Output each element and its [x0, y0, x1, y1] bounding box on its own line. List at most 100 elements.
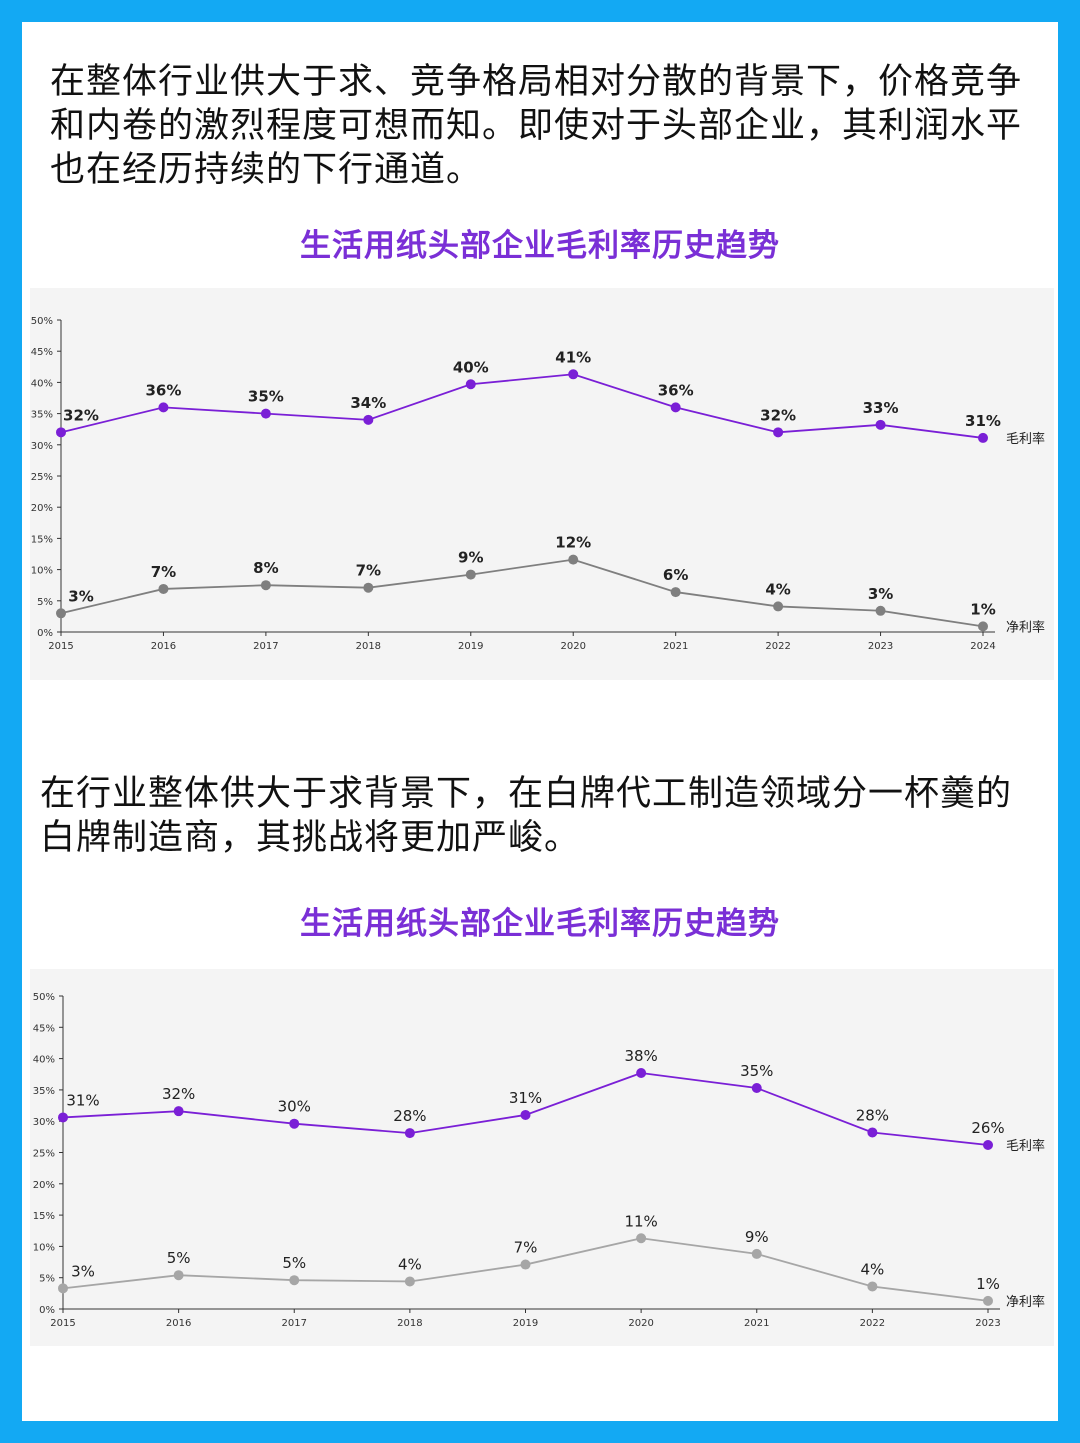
gross-margin-point: [520, 1109, 531, 1120]
gross-margin-point: [670, 402, 681, 413]
gross-margin-data-label: 31%: [965, 412, 1001, 430]
x-tick-label: 2018: [397, 1318, 422, 1329]
gross-margin-point: [465, 379, 476, 390]
y-tick-label: 40%: [31, 378, 53, 389]
gross-margin-data-label: 32%: [162, 1085, 195, 1103]
gross-margin-data-label: 30%: [278, 1098, 311, 1116]
x-tick-label: 2023: [975, 1318, 1000, 1329]
net-margin-point: [58, 1283, 68, 1294]
gross-margin-point: [568, 369, 579, 380]
chart-1-title: 生活用纸头部企业毛利率历史趋势: [300, 228, 780, 264]
gross-margin-data-label: 38%: [624, 1047, 657, 1065]
y-tick-label: 20%: [31, 503, 53, 514]
gross-margin-legend-label: 毛利率: [1006, 431, 1045, 447]
y-tick-label: 5%: [39, 1274, 55, 1285]
y-tick-label: 10%: [31, 566, 53, 577]
gross-margin-legend-label: 毛利率: [1006, 1138, 1045, 1154]
net-margin-point: [520, 1259, 531, 1270]
net-margin-point: [56, 608, 66, 619]
gross-margin-point: [173, 1106, 184, 1117]
net-margin-point: [773, 601, 784, 612]
chart-2: 0% 5% 10% 15% 20% 25% 30% 35% 40% 45% 50% 2015 2016 2…: [30, 969, 1054, 1346]
gross-margin-point: [978, 432, 988, 443]
net-margin-data-label: 6%: [663, 566, 688, 584]
net-margin-data-label: 4%: [860, 1260, 884, 1278]
gross-margin-point: [158, 402, 169, 413]
net-margin-point: [867, 1281, 878, 1292]
y-tick-label: 30%: [31, 441, 53, 452]
content-card: 在整体行业供大于求、竞争格局相对分散的背景下，价格竞争和内卷的激烈程度可想而知。…: [22, 22, 1058, 1421]
y-tick-label: 40%: [33, 1055, 55, 1066]
net-margin-data-label: 7%: [514, 1239, 538, 1257]
gross-margin-data-label: 31%: [66, 1091, 99, 1109]
x-tick-label: 2021: [663, 641, 688, 652]
net-margin-point: [636, 1233, 647, 1244]
gross-margin-point: [56, 427, 66, 438]
gross-margin-data-label: 28%: [856, 1106, 889, 1124]
y-tick-label: 50%: [31, 316, 53, 327]
y-tick-label: 30%: [33, 1117, 55, 1128]
plot-background: [30, 288, 1054, 680]
y-tick-label: 5%: [37, 597, 53, 608]
y-tick-label: 0%: [39, 1305, 55, 1316]
x-tick-label: 2017: [282, 1318, 307, 1329]
chart-1: 0% 5% 10% 15% 20% 25% 30% 35% 40% 45% 50% 2015 2016 2…: [30, 288, 1054, 680]
net-margin-data-label: 1%: [976, 1275, 1000, 1293]
y-tick-label: 35%: [31, 410, 53, 421]
y-tick-label: 25%: [31, 472, 53, 483]
second-paragraph: 在行业整体供大于求背景下，在白牌代工制造领域分一杯羹的白牌制造商，其挑战将更加严…: [40, 774, 1013, 858]
x-tick-label: 2018: [356, 641, 381, 652]
net-margin-point: [289, 1275, 300, 1286]
net-margin-data-label: 5%: [167, 1249, 191, 1267]
net-margin-legend-label: 净利率: [1006, 619, 1045, 635]
y-tick-label: 45%: [33, 1023, 55, 1034]
y-tick-label: 25%: [33, 1149, 55, 1160]
gross-margin-point: [404, 1128, 415, 1139]
net-margin-point: [875, 605, 886, 616]
gross-margin-point: [636, 1067, 647, 1078]
net-margin-point: [404, 1276, 415, 1287]
gross-margin-point: [867, 1127, 878, 1138]
y-tick-label: 15%: [33, 1211, 55, 1222]
net-margin-data-label: 8%: [253, 559, 278, 577]
net-margin-data-label: 5%: [282, 1254, 306, 1272]
gross-margin-data-label: 40%: [453, 358, 489, 376]
net-margin-line: [60, 558, 984, 628]
net-margin-data-label: 11%: [624, 1212, 657, 1230]
plot-background: [30, 969, 1054, 1346]
x-tick-label: 2022: [765, 641, 790, 652]
y-tick-label: 45%: [31, 347, 53, 358]
net-margin-point: [983, 1295, 993, 1306]
gross-margin-point: [983, 1139, 993, 1150]
net-margin-point: [363, 582, 374, 593]
gross-margin-data-label: 35%: [248, 388, 284, 406]
y-tick-label: 50%: [33, 992, 55, 1003]
net-margin-data-label: 7%: [151, 563, 176, 581]
gross-margin-data-label: 34%: [350, 394, 386, 412]
x-tick-label: 2020: [628, 1318, 653, 1329]
x-tick-label: 2021: [744, 1318, 769, 1329]
gross-margin-data-label: 36%: [658, 381, 694, 399]
gross-margin-data-label: 28%: [393, 1107, 426, 1125]
gross-margin-data-label: 32%: [760, 406, 796, 424]
net-margin-point: [670, 587, 681, 598]
gross-margin-data-label: 35%: [740, 1062, 773, 1080]
x-tick-label: 2020: [560, 641, 585, 652]
x-tick-label: 2022: [860, 1318, 885, 1329]
x-tick-label: 2023: [868, 641, 893, 652]
gross-margin-data-label: 41%: [555, 348, 591, 366]
x-tick-label: 2015: [50, 1318, 75, 1329]
net-margin-data-label: 9%: [745, 1228, 769, 1246]
net-margin-data-label: 1%: [970, 600, 995, 618]
gross-margin-data-label: 33%: [863, 399, 899, 417]
gross-margin-line: [60, 373, 984, 439]
gross-margin-point: [875, 419, 886, 430]
net-margin-data-label: 4%: [765, 580, 790, 598]
x-tick-label: 2019: [513, 1318, 538, 1329]
x-tick-label: 2019: [458, 641, 483, 652]
gross-margin-point: [289, 1118, 300, 1129]
y-tick-label: 10%: [33, 1242, 55, 1253]
x-tick-label: 2017: [253, 641, 278, 652]
y-tick-label: 0%: [37, 628, 53, 639]
net-margin-legend-label: 净利率: [1006, 1294, 1045, 1310]
